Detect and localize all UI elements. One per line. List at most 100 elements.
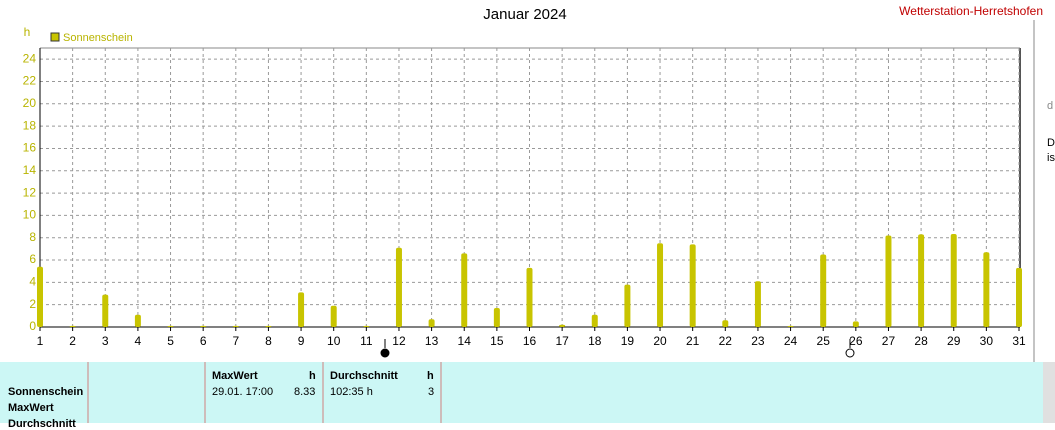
new-moon-icon <box>380 348 390 358</box>
y-axis-label: h <box>24 25 31 39</box>
x-tick-label: 13 <box>425 334 439 348</box>
chart-title: Januar 2024 <box>483 6 566 23</box>
bar <box>1016 267 1022 327</box>
y-tick-label: 22 <box>23 74 37 88</box>
bar <box>102 294 109 327</box>
bar <box>722 320 729 327</box>
x-tick-label: 5 <box>167 334 174 348</box>
y-tick-label: 16 <box>23 141 37 155</box>
x-tick-label: 4 <box>135 334 142 348</box>
x-tick-label: 1 <box>37 334 44 348</box>
x-tick-label: 27 <box>882 334 896 348</box>
x-tick-label: 6 <box>200 334 207 348</box>
bar <box>493 308 500 327</box>
bar <box>298 292 305 327</box>
x-tick-label: 18 <box>588 334 602 348</box>
x-tick-label: 14 <box>458 334 472 348</box>
bar <box>983 252 990 327</box>
row-label: MaxWert <box>8 402 54 414</box>
x-tick-label: 12 <box>392 334 406 348</box>
bar <box>134 314 141 327</box>
side-text: is <box>1047 152 1055 164</box>
legend-label: Sonnenschein <box>63 32 133 44</box>
bar <box>167 325 174 327</box>
x-tick-label: 3 <box>102 334 109 348</box>
column-unit: h <box>427 370 434 382</box>
bar <box>591 314 598 327</box>
y-tick-label: 18 <box>23 118 37 132</box>
bar <box>395 247 402 327</box>
bar <box>559 324 566 327</box>
bar <box>232 325 239 327</box>
x-tick-label: 11 <box>360 334 373 348</box>
x-tick-label: 16 <box>523 334 537 348</box>
y-tick-label: 10 <box>23 208 37 222</box>
bar <box>363 325 370 327</box>
x-tick-label: 19 <box>621 334 635 348</box>
side-text: d <box>1047 100 1054 112</box>
side-text: D <box>1047 137 1055 149</box>
bar <box>624 284 631 327</box>
y-tick-label: 14 <box>23 163 37 177</box>
row-label: Durchschnitt <box>8 418 76 430</box>
avg-value: 3 <box>428 386 435 398</box>
max-value: 8.33 <box>294 386 316 398</box>
bar <box>950 234 957 327</box>
x-tick-label: 23 <box>751 334 765 348</box>
x-tick-label: 21 <box>686 334 700 348</box>
bar <box>852 321 859 327</box>
full-moon-icon <box>845 348 855 358</box>
x-tick-label: 20 <box>653 334 667 348</box>
x-tick-label: 17 <box>555 334 569 348</box>
bar <box>330 305 337 327</box>
bar <box>689 244 696 327</box>
bar <box>200 325 207 327</box>
x-tick-label: 28 <box>914 334 928 348</box>
x-tick-label: 9 <box>298 334 305 348</box>
column-header: MaxWert <box>212 370 258 382</box>
y-tick-label: 4 <box>29 275 36 289</box>
x-tick-label: 25 <box>817 334 831 348</box>
y-tick-label: 20 <box>23 96 37 110</box>
bar <box>69 325 76 327</box>
row-label: Sonnenschein <box>8 386 84 398</box>
bar <box>37 266 43 327</box>
x-tick-label: 22 <box>719 334 733 348</box>
y-tick-label: 0 <box>29 319 36 333</box>
y-tick-label: 12 <box>23 185 37 199</box>
bar <box>428 319 435 327</box>
x-tick-label: 7 <box>232 334 239 348</box>
x-tick-label: 2 <box>69 334 76 348</box>
y-tick-label: 8 <box>29 230 36 244</box>
bar <box>265 325 272 327</box>
x-tick-label: 8 <box>265 334 272 348</box>
legend-swatch <box>50 32 60 42</box>
x-tick-label: 31 <box>1012 334 1026 348</box>
column-unit: h <box>309 370 316 382</box>
bar <box>885 235 892 327</box>
x-tick-label: 15 <box>490 334 504 348</box>
x-tick-label: 24 <box>784 334 798 348</box>
bar <box>754 281 761 327</box>
scrollbar <box>1043 362 1055 423</box>
max-time: 29.01. 17:00 <box>212 386 274 398</box>
bar <box>787 325 794 327</box>
avg-time: 102:35 h <box>330 386 373 398</box>
station-name: Wetterstation-Herretshofen <box>899 4 1043 18</box>
x-tick-label: 29 <box>947 334 961 348</box>
column-header: Durchschnitt <box>330 370 398 382</box>
x-tick-label: 10 <box>327 334 341 348</box>
x-tick-label: 30 <box>980 334 994 348</box>
bar <box>526 267 533 327</box>
y-tick-label: 24 <box>23 51 37 65</box>
bar <box>918 234 925 327</box>
bar <box>820 254 827 327</box>
y-tick-label: 2 <box>29 297 36 311</box>
x-tick-label: 26 <box>849 334 863 348</box>
table-background <box>0 362 1043 423</box>
bar <box>657 243 664 327</box>
y-tick-label: 6 <box>29 252 36 266</box>
